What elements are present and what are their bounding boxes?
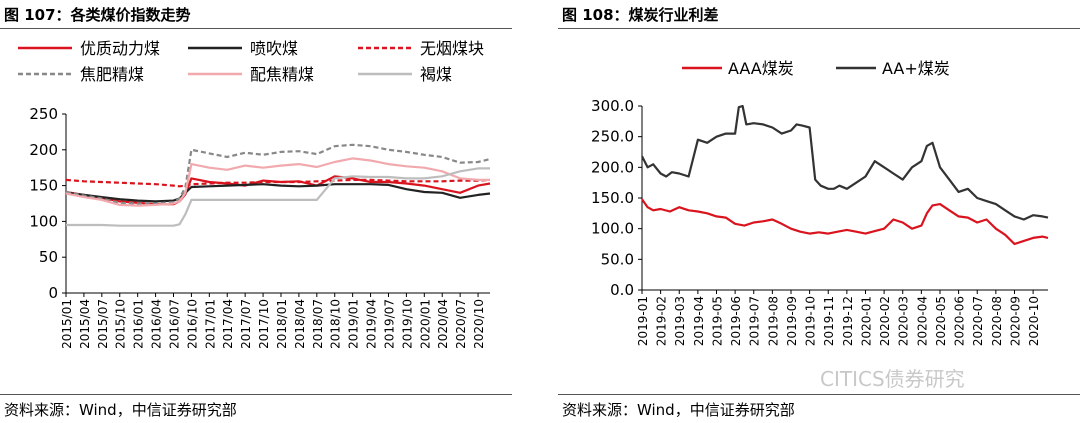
x-tick-label: 2019-10 (804, 296, 818, 346)
x-tick-label: 2020-07 (971, 296, 985, 346)
series-line-AA+煤炭 (641, 104, 1049, 221)
x-tick-label: 2015/07 (96, 299, 110, 349)
right-source-note: 资料来源：Wind，中信证券研究部 (562, 401, 795, 419)
left-bottom-rule (0, 394, 512, 395)
watermark-text: CITICS债券研究 (820, 367, 965, 391)
y-tick-label: 50 (39, 248, 58, 266)
legend-label-优质动力煤: 优质动力煤 (80, 39, 160, 58)
legend-label-褐煤: 褐煤 (420, 65, 452, 84)
legend-label-无烟煤块: 无烟煤块 (420, 39, 484, 58)
right-chart-title: 图 108：煤炭行业利差 (562, 6, 719, 24)
x-tick-label: 2019-09 (785, 296, 799, 346)
x-tick-label: 2019/07 (382, 299, 396, 349)
x-tick-label: 2019-02 (655, 296, 669, 346)
x-tick-label: 2018/01 (275, 299, 289, 349)
left-top-rule (0, 28, 512, 29)
x-tick-label: 2018/04 (293, 299, 307, 349)
right-bottom-rule (558, 394, 1080, 395)
y-tick-label: 150 (29, 177, 58, 195)
x-tick-label: 2020-10 (1027, 296, 1041, 346)
x-tick-label: 2020-06 (953, 296, 967, 346)
x-tick-label: 2019/04 (365, 299, 379, 349)
y-tick-label: 300.0 (591, 97, 634, 115)
y-tick-label: 0.0 (610, 281, 634, 299)
x-tick-label: 2019/10 (400, 299, 414, 349)
left-source-note: 资料来源：Wind，中信证券研究部 (4, 401, 237, 419)
left-chart-title: 图 107：各类煤价指数走势 (4, 6, 191, 24)
x-tick-label: 2020-03 (897, 296, 911, 346)
x-tick-label: 2020-09 (1008, 296, 1022, 346)
x-tick-label: 2019-11 (822, 296, 836, 346)
x-tick-label: 2015/04 (78, 299, 92, 349)
series-line-喷吹煤 (65, 183, 491, 203)
series-line-优质动力煤 (65, 175, 491, 206)
y-tick-label: 50.0 (601, 250, 634, 268)
y-tick-label: 250.0 (591, 128, 634, 146)
x-tick-label: 2016/01 (132, 299, 146, 349)
right-chart-panel: 图 108：煤炭行业利差 0.0 50.0 100.0 150.0 200.0 250.0… (558, 0, 1080, 423)
y-tick-label: 250 (29, 105, 58, 123)
x-tick-label: 2020/04 (436, 299, 450, 349)
x-tick-label: 2020-02 (878, 296, 892, 346)
x-tick-label: 2020-04 (915, 296, 929, 346)
x-tick-label: 2015/01 (60, 299, 74, 349)
series-line-配焦精煤 (65, 157, 490, 207)
x-tick-label: 2020-05 (934, 296, 948, 346)
legend-label-喷吹煤: 喷吹煤 (250, 39, 298, 58)
x-tick-label: 2017/10 (257, 299, 271, 349)
x-tick-label: 2017/04 (221, 299, 235, 349)
x-tick-label: 2019-06 (729, 296, 743, 346)
x-tick-label: 2020/07 (454, 299, 468, 349)
y-tick-label: 150.0 (591, 189, 634, 207)
x-tick-label: 2017/07 (239, 299, 253, 349)
x-tick-label: 2016/10 (185, 299, 199, 349)
coal-spread-chart: 0.0 50.0 100.0 150.0 200.0 250.0 300.0 2019-01 2… (591, 59, 1049, 346)
x-tick-label: 2018/07 (311, 299, 325, 349)
legend-label-AAA煤炭: AAA煤炭 (728, 59, 794, 78)
y-tick-label: 100 (29, 212, 58, 230)
right-top-rule (558, 28, 1080, 29)
series-line-AAA煤炭 (641, 198, 1049, 246)
legend-label-焦肥精煤: 焦肥精煤 (80, 65, 144, 84)
legend-label-配焦精煤: 配焦精煤 (250, 65, 314, 84)
y-tick-label: 0 (48, 284, 58, 302)
left-chart-panel: 图 107：各类煤价指数走势 0 50 100 150 200 250 2015/01 201… (0, 0, 512, 423)
series-line-无烟煤块 (65, 178, 491, 188)
x-tick-label: 2019-05 (710, 296, 724, 346)
coal-price-index-chart: 0 50 100 150 200 250 2015/01 2015/04 2015/07 2015… (18, 39, 491, 349)
x-tick-label: 2017/01 (203, 299, 217, 349)
x-tick-label: 2020/01 (418, 299, 432, 349)
x-tick-label: 2015/10 (114, 299, 128, 349)
x-tick-label: 2019-08 (766, 296, 780, 346)
x-tick-label: 2020/10 (472, 299, 486, 349)
series-line-褐煤 (66, 167, 490, 227)
x-tick-label: 2019-04 (692, 296, 706, 346)
x-tick-label: 2020-01 (859, 296, 873, 346)
x-tick-label: 2016/07 (167, 299, 181, 349)
x-tick-label: 2020-08 (990, 296, 1004, 346)
x-tick-label: 2018/10 (329, 299, 343, 349)
x-tick-label: 2016/04 (150, 299, 164, 349)
x-tick-label: 2019/01 (347, 299, 361, 349)
legend-label-AA+煤炭: AA+煤炭 (882, 59, 950, 78)
y-tick-label: 100.0 (591, 220, 634, 238)
x-tick-label: 2019-01 (636, 296, 650, 346)
y-tick-label: 200 (29, 141, 58, 159)
x-tick-label: 2019-03 (673, 296, 687, 346)
series-line-焦肥精煤 (65, 143, 491, 205)
x-tick-label: 2019-12 (841, 296, 855, 346)
x-tick-label: 2019-07 (748, 296, 762, 346)
y-tick-label: 200.0 (591, 158, 634, 176)
